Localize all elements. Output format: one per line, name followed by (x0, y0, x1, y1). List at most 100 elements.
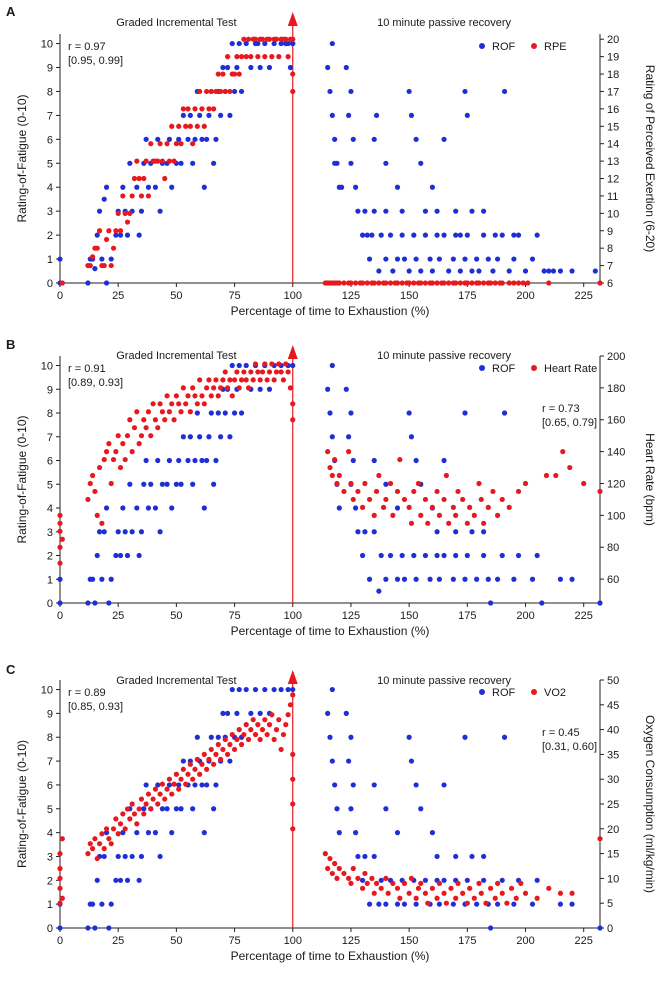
data-point (171, 158, 177, 164)
data-point (329, 362, 335, 369)
data-point (450, 576, 456, 582)
data-point (441, 280, 447, 286)
data-point (162, 175, 168, 182)
data-point (213, 751, 219, 758)
x-tick-label: 75 (228, 610, 240, 622)
data-point (259, 36, 266, 42)
data-point (569, 901, 575, 907)
data-point (383, 576, 389, 582)
data-point (224, 54, 231, 60)
data-point (59, 895, 65, 901)
data-point (134, 505, 140, 511)
data-point (229, 731, 235, 738)
y-tick-label: 0 (47, 278, 53, 290)
data-point (418, 512, 424, 518)
data-point (476, 268, 482, 274)
data-point (199, 761, 205, 767)
data-point (127, 417, 133, 423)
data-point (262, 54, 268, 60)
data-point (464, 280, 470, 286)
data-point (453, 232, 459, 238)
y-tick-label: 10 (41, 361, 53, 373)
data-point (113, 228, 119, 234)
data-point (141, 417, 147, 423)
data-point (332, 136, 338, 142)
data-point (271, 377, 277, 383)
data-point (103, 830, 110, 836)
data-point (434, 232, 440, 238)
data-point (441, 232, 447, 238)
data-point (334, 806, 340, 812)
legend-label-rof: ROF (492, 687, 516, 699)
data-point (218, 434, 224, 440)
data-point (180, 758, 186, 764)
data-point (329, 112, 335, 119)
data-point (350, 496, 356, 503)
data-point (371, 136, 377, 142)
data-point (429, 280, 436, 286)
data-point (492, 232, 498, 238)
data-point (213, 136, 219, 142)
legend-marker-right (531, 43, 537, 49)
data-point (208, 393, 214, 399)
data-point (471, 895, 477, 901)
data-point (490, 488, 496, 495)
data-point (183, 401, 189, 407)
data-point (248, 710, 254, 716)
data-point (369, 232, 375, 238)
y2-tick-label: 160 (607, 415, 625, 427)
data-point (124, 877, 131, 883)
data-point (106, 925, 112, 931)
data-point (271, 686, 277, 693)
data-point (194, 756, 200, 762)
data-point (401, 496, 408, 503)
data-point (462, 410, 468, 416)
data-point (387, 232, 394, 238)
data-point (441, 457, 447, 464)
data-point (85, 925, 91, 931)
data-point (134, 184, 140, 190)
y2-tick-label: 20 (607, 34, 619, 46)
data-point (222, 88, 228, 95)
y-tick-label: 8 (47, 86, 53, 98)
data-point (231, 88, 238, 95)
x-tick-label: 200 (516, 935, 534, 947)
x-tick-label: 225 (575, 610, 593, 622)
data-point (539, 600, 545, 606)
legend-marker-rof (479, 43, 485, 49)
data-point (499, 877, 505, 883)
x-tick-label: 75 (228, 935, 240, 947)
data-point (569, 576, 575, 582)
data-point (192, 393, 198, 399)
data-point (446, 280, 452, 286)
data-point (336, 505, 342, 511)
data-point (394, 505, 401, 511)
data-point (406, 280, 412, 286)
data-point (427, 256, 433, 262)
data-point (453, 208, 459, 214)
data-point (467, 504, 473, 510)
data-point (264, 731, 270, 738)
data-point (499, 552, 505, 559)
data-point (122, 529, 128, 535)
data-point (383, 496, 389, 503)
data-point (145, 791, 152, 797)
data-point (476, 880, 482, 886)
x-axis-label: Percentage of time to Exhaustion (%) (231, 624, 430, 638)
data-point (155, 425, 161, 431)
data-point (231, 71, 238, 77)
data-point (192, 136, 198, 142)
y2-tick-label: 100 (607, 510, 625, 522)
data-point (199, 782, 205, 788)
y2-tick-label: 180 (607, 383, 625, 395)
data-point (157, 141, 163, 147)
data-point (557, 901, 564, 907)
data-point (259, 727, 266, 733)
data-point (262, 361, 268, 367)
y-tick-label: 0 (47, 923, 53, 935)
data-point (141, 481, 147, 487)
data-point (348, 88, 354, 95)
data-point (145, 193, 152, 199)
data-point (399, 280, 405, 286)
data-point (201, 401, 207, 407)
